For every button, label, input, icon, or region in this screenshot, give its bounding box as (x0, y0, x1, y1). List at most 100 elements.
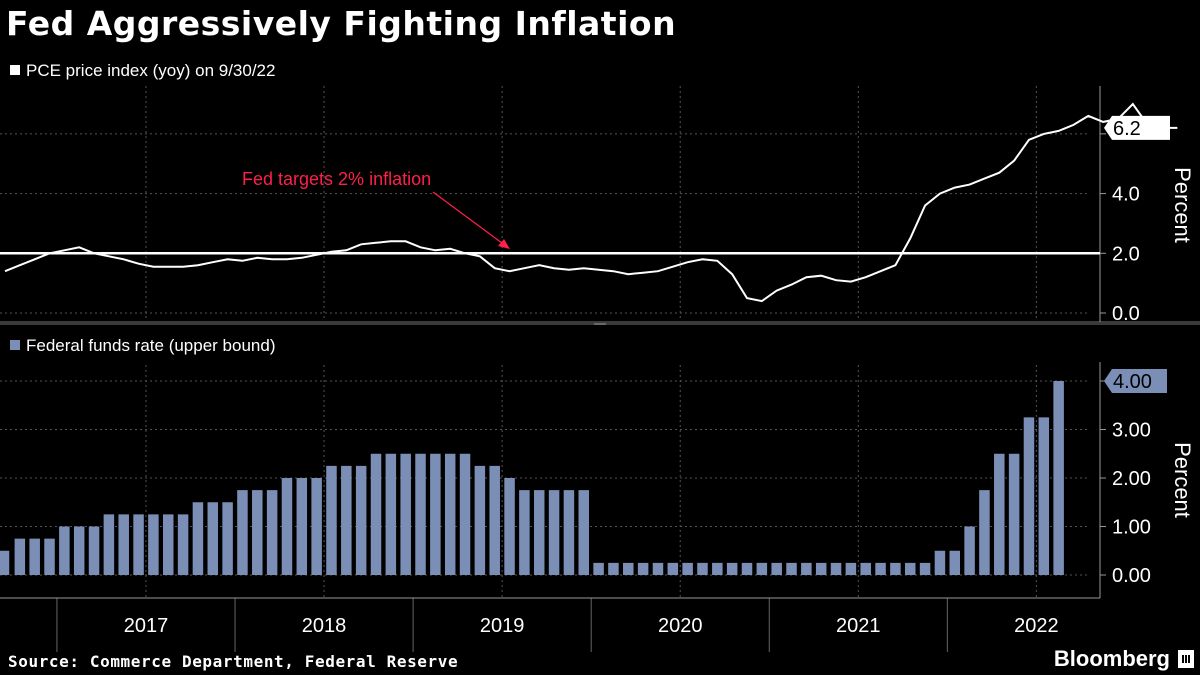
ffr-last-value-tag (1104, 369, 1167, 393)
ffr-bar (994, 453, 1005, 575)
ffr-bar (1023, 417, 1035, 575)
ffr-bar (949, 550, 961, 575)
ffr-bar (519, 490, 530, 575)
ffr-bar (801, 562, 812, 575)
ffr-bar (608, 562, 619, 575)
x-tick-label: 2018 (302, 615, 347, 637)
ffr-bar (385, 453, 397, 575)
ffr-bar (533, 490, 545, 575)
ffr-bar (830, 562, 842, 575)
terminal-icon (1178, 650, 1194, 668)
ffr-bar (266, 490, 278, 575)
ffr-bar (964, 526, 975, 575)
ffr-bar (237, 490, 248, 575)
pce-panel: PCE price index (yoy) on 9/30/22 Fed targ… (0, 61, 1178, 303)
x-tick-label: 2021 (836, 615, 881, 637)
x-tick-label: 2022 (1014, 615, 1059, 637)
ffr-bar (919, 562, 931, 575)
top-ylabel: Percent (1170, 167, 1195, 243)
ffr-bar (979, 490, 990, 575)
ffr-bar (593, 562, 604, 575)
ffr-bar (489, 465, 500, 575)
ffr-bar (177, 514, 189, 575)
ffr-bar (118, 514, 129, 575)
x-tick-label: 2019 (480, 615, 525, 637)
source-note: Source: Commerce Department, Federal Res… (8, 652, 459, 671)
bloomberg-logo: Bloomberg (1053, 646, 1170, 671)
top-ytick-label: 0.0 (1112, 303, 1140, 325)
pce-last-value: 6.2 (1113, 118, 1141, 140)
ffr-bar (133, 514, 144, 575)
ffr-bar (652, 562, 664, 575)
ffr-legend-swatch (10, 340, 20, 350)
chart-title: Fed Aggressively Fighting Inflation (6, 4, 677, 43)
ffr-bar (637, 562, 649, 575)
ffr-bar (756, 562, 768, 575)
ffr-bar (444, 453, 456, 575)
ffr-last-value: 4.00 (1113, 371, 1152, 393)
ffr-bar (281, 478, 293, 575)
ffr-bar (162, 514, 174, 575)
bottom-ytick-label: 0.00 (1112, 565, 1151, 587)
ffr-bar (148, 514, 159, 575)
ffr-bar (504, 478, 515, 575)
ffr-bar (103, 514, 115, 575)
ffr-bar (311, 478, 322, 575)
ffr-bar (400, 453, 411, 575)
ffr-bar (578, 490, 590, 575)
ffr-bar (341, 465, 352, 575)
ffr-bar (667, 562, 679, 575)
ffr-bar (252, 490, 263, 575)
bottom-ylabel: Percent (1170, 442, 1195, 518)
ffr-bar (14, 538, 26, 575)
x-tick-label: 2017 (124, 615, 169, 637)
ffr-bar (29, 538, 40, 575)
ffr-bar (845, 562, 857, 575)
ffr-bar (682, 562, 693, 575)
ffr-bar (59, 526, 70, 575)
ffr-bar (890, 562, 901, 575)
ffr-bar (207, 502, 219, 575)
pce-legend-swatch (10, 65, 20, 75)
ffr-bar (1008, 453, 1020, 575)
ffr-bar (875, 562, 886, 575)
ffr-bar (815, 562, 827, 575)
ffr-bar (222, 502, 233, 575)
ffr-bar (355, 465, 367, 575)
ffr-bar (1038, 417, 1050, 575)
ffr-legend: Federal funds rate (upper bound) (26, 336, 276, 355)
target-annotation: Fed targets 2% inflation (242, 169, 431, 189)
fed-funds-panel: Federal funds rate (upper bound) 4.00 (0, 336, 1167, 575)
ffr-bar (741, 562, 753, 575)
ffr-bar (44, 538, 55, 575)
ffr-bar (192, 502, 204, 575)
ffr-bar (370, 453, 382, 575)
ffr-bar (623, 562, 634, 575)
pce-line (4, 102, 1178, 303)
pce-legend: PCE price index (yoy) on 9/30/22 (26, 61, 275, 80)
ffr-bar (73, 526, 85, 575)
ffr-bar (88, 526, 100, 575)
ffr-bar (415, 453, 426, 575)
top-ytick-label: 4.0 (1112, 184, 1140, 206)
ffr-bar (771, 562, 782, 575)
ffr-bar (726, 562, 738, 575)
bottom-ytick-label: 2.00 (1112, 468, 1151, 490)
ffr-bar (459, 453, 471, 575)
ffr-bar (697, 562, 708, 575)
top-ytick-label: 2.0 (1112, 243, 1140, 265)
bottom-ytick-label: 1.00 (1112, 517, 1151, 539)
ffr-bar (563, 490, 575, 575)
ffr-bar (860, 562, 871, 575)
ffr-bar (296, 478, 308, 575)
ffr-bar (326, 465, 337, 575)
ffr-bar (548, 490, 560, 575)
axes: 0.0 2.0 4.0 0.00 1.00 2.00 3.00 Percent Percent 2… (0, 86, 1200, 652)
x-tick-label: 2020 (658, 615, 703, 637)
ffr-bar (474, 465, 486, 575)
ffr-bar (1053, 381, 1064, 575)
annotation-arrowhead (498, 239, 510, 249)
annotation-arrow (432, 191, 507, 247)
ffr-bar (430, 453, 441, 575)
